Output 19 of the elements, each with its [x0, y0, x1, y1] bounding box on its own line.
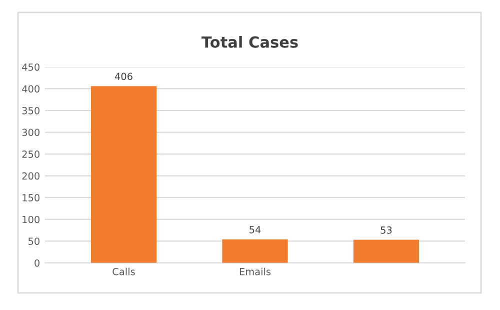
data-label: 406 — [114, 72, 132, 80]
bar — [90, 86, 157, 263]
x-tick-label: Calls — [112, 268, 135, 276]
y-tick-label: 150 — [22, 194, 40, 202]
y-tick-label: 300 — [22, 128, 40, 136]
y-tick-label: 200 — [22, 172, 40, 180]
y-tick-label: 250 — [22, 150, 40, 158]
data-label: 54 — [250, 226, 261, 234]
y-tick-label: 400 — [22, 85, 40, 93]
y-tick-label: 450 — [22, 63, 40, 71]
bar — [353, 240, 420, 263]
y-tick-label: 50 — [28, 238, 40, 245]
chart-title: Total Cases — [202, 36, 298, 48]
bar — [222, 239, 288, 263]
y-tick-label: 0 — [34, 259, 40, 267]
data-label: 53 — [380, 226, 392, 234]
y-tick-label: 350 — [22, 106, 40, 114]
x-tick-label: Emails — [240, 268, 271, 276]
y-tick-label: 100 — [22, 216, 40, 224]
